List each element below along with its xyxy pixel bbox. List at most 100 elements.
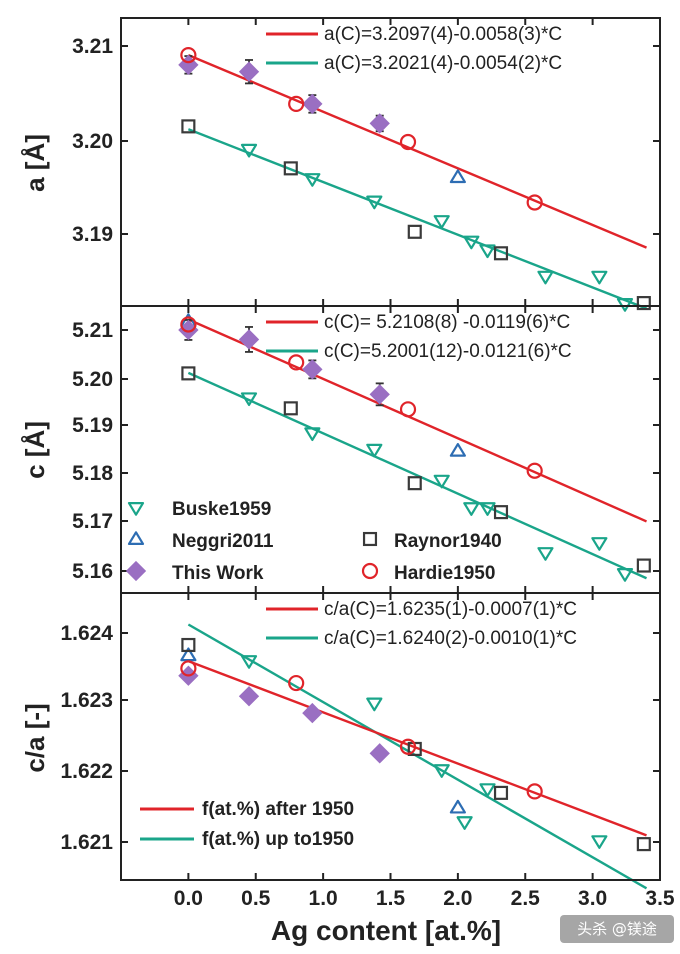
xtick-label: 0.0 (174, 887, 203, 910)
fit-equation-red: a(C)=3.2097(4)-0.0058(3)*C (324, 24, 562, 45)
fit-line-green-c (187, 371, 648, 580)
legend-marker-hardie1950 (361, 562, 379, 580)
data-point-buske1959 (433, 474, 450, 489)
ylabel-a: a [Å] (20, 134, 50, 192)
series-legend: Buske1959 Neggri2011 Raynor1940 This Work Ha… (125, 499, 502, 584)
era-legend-label-green: f(at.%) up to1950 (202, 829, 354, 850)
ytick-label: 3.19 (72, 223, 113, 246)
data-point-buske1959 (616, 298, 634, 312)
data-point-raynor1940 (283, 161, 298, 176)
data-point-raynor1940 (407, 476, 422, 491)
xlabel: Ag content [at.%] (271, 915, 501, 946)
ytick-label: 3.21 (72, 35, 113, 58)
fit-equation-red: c(C)= 5.2108(8) -0.0119(6)*C (324, 312, 570, 333)
legend-label-neggri2011: Neggri2011 (172, 531, 274, 552)
data-point-buske1959 (366, 195, 383, 210)
fit-line-red-c (187, 318, 648, 523)
ytick-label: 5.19 (72, 414, 113, 437)
xtick-label: 1.0 (309, 887, 338, 910)
data-point-buske1959 (463, 502, 480, 516)
data-point-this work (238, 686, 260, 707)
data-point-buske1959 (537, 270, 554, 285)
ytick-label: 1.623 (60, 689, 113, 712)
data-point-this work (369, 384, 390, 405)
legend-marker-neggri2011 (127, 531, 145, 546)
legend-label-raynor1940: Raynor1940 (394, 531, 502, 552)
watermark-text: 头杀 @镁途 (577, 920, 657, 938)
fit-line-red-ca (187, 659, 647, 837)
fit-equation-green: c(C)=5.2001(12)-0.0121(6)*C (324, 341, 572, 362)
series-neggri2011-a (449, 169, 466, 184)
data-point-raynor1940 (493, 246, 509, 261)
fit-line-red-a (187, 53, 647, 249)
panel-a: 3.19 3.20 3.21 a(C)=3.2097(4)-0.0058(3)*C a(… (72, 17, 661, 312)
ytick-label: 3.20 (72, 130, 113, 153)
data-point-neggri2011 (449, 799, 466, 814)
fit-equation-red: c/a(C)=1.6235(1)-0.0007(1)*C (324, 599, 577, 620)
ytick-label: 5.21 (72, 319, 113, 342)
ytick-label: 1.622 (60, 760, 113, 783)
ytick-label: 1.621 (60, 831, 113, 854)
data-point-this work (302, 359, 323, 380)
panel-c: 5.16 5.17 5.18 5.19 5.20 5.21 c(C)= 5.2108(8) … (72, 305, 661, 594)
data-point-hardie1950 (180, 316, 197, 333)
xtick-label: 2.0 (443, 887, 472, 910)
legend-label-buske1959: Buske1959 (172, 499, 271, 520)
data-point-hardie1950 (180, 660, 197, 677)
ytick-label: 1.624 (60, 622, 113, 645)
watermark: 头杀 @镁途 (560, 915, 674, 943)
fit-line-green-a (187, 128, 647, 310)
data-point-buske1959 (366, 443, 383, 458)
data-point-buske1959 (304, 427, 321, 442)
data-point-this work (302, 93, 323, 115)
data-point-raynor1940 (181, 366, 196, 381)
data-point-neggri2011 (449, 169, 466, 184)
legend-marker-buske1959 (127, 502, 145, 516)
data-point-buske1959 (616, 568, 634, 582)
data-point-buske1959 (479, 502, 496, 516)
series-raynor1940-c (181, 366, 651, 573)
xtick-label: 3.0 (578, 887, 607, 910)
data-point-raynor1940 (493, 785, 509, 800)
data-point-hardie1950 (399, 133, 417, 151)
data-point-neggri2011 (449, 442, 466, 457)
series-this work-a (178, 54, 390, 134)
data-point-buske1959 (591, 835, 608, 849)
legend-marker-this work (125, 560, 147, 582)
data-point-buske1959 (240, 143, 258, 158)
data-point-buske1959 (240, 655, 258, 669)
series-neggri2011-ca (180, 647, 466, 814)
data-point-buske1959 (537, 547, 554, 561)
series-this work-c (178, 319, 390, 407)
data-point-hardie1950 (526, 783, 543, 800)
legend-marker-raynor1940 (362, 531, 378, 547)
ytick-label: 5.18 (72, 462, 113, 485)
xtick-label: 1.5 (376, 887, 406, 910)
ylabel-c: c [Å] (20, 421, 50, 479)
data-point-raynor1940 (636, 296, 651, 311)
data-point-hardie1950 (526, 194, 543, 211)
data-point-buske1959 (479, 783, 496, 797)
data-point-buske1959 (304, 173, 321, 187)
data-point-raynor1940 (636, 558, 651, 573)
legend-label-this work: This Work (172, 563, 264, 584)
data-point-buske1959 (456, 816, 473, 830)
fit-era-legend: f(at.%) after 1950 f(at.%) up to1950 (140, 799, 354, 850)
data-point-raynor1940 (407, 224, 422, 239)
data-point-buske1959 (366, 697, 383, 712)
data-point-hardie1950 (399, 738, 417, 755)
data-point-this work (238, 61, 260, 82)
data-point-raynor1940 (181, 637, 196, 653)
data-point-this work (369, 743, 390, 764)
data-point-this work (369, 113, 390, 134)
data-point-buske1959 (479, 244, 496, 259)
data-point-hardie1950 (288, 95, 305, 113)
series-hardie1950-c (180, 316, 543, 479)
data-point-hardie1950 (288, 674, 305, 692)
fit-equation-green: c/a(C)=1.6240(2)-0.0010(1)*C (324, 628, 577, 649)
x-axis: 0.0 0.5 1.0 1.5 2.0 2.5 3.0 3.5 (174, 18, 675, 910)
data-point-raynor1940 (283, 401, 298, 416)
ytick-label: 5.17 (72, 510, 113, 533)
xtick-label: 3.5 (645, 887, 675, 910)
